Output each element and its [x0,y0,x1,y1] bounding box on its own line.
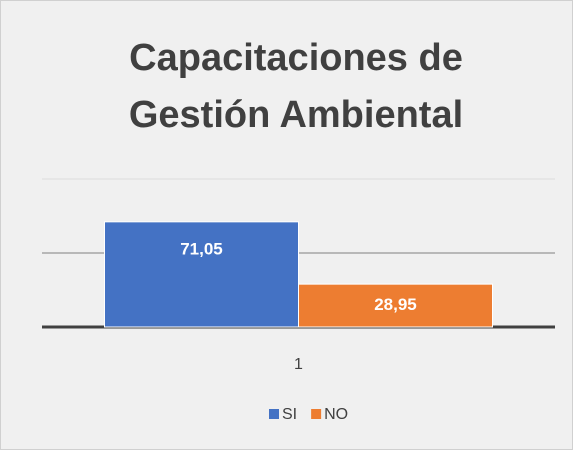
data-label: 71,05 [180,239,223,258]
x-tick-label: 1 [294,356,303,373]
legend-swatch [311,409,322,419]
legend-swatch [269,409,279,419]
bar [298,283,493,328]
legend-label: NO [324,406,348,423]
legend-label: SI [282,406,297,423]
data-label: 28,95 [374,295,417,314]
bar [104,221,299,328]
chart-title: Capacitaciones de Gestión Ambiental [128,37,464,136]
